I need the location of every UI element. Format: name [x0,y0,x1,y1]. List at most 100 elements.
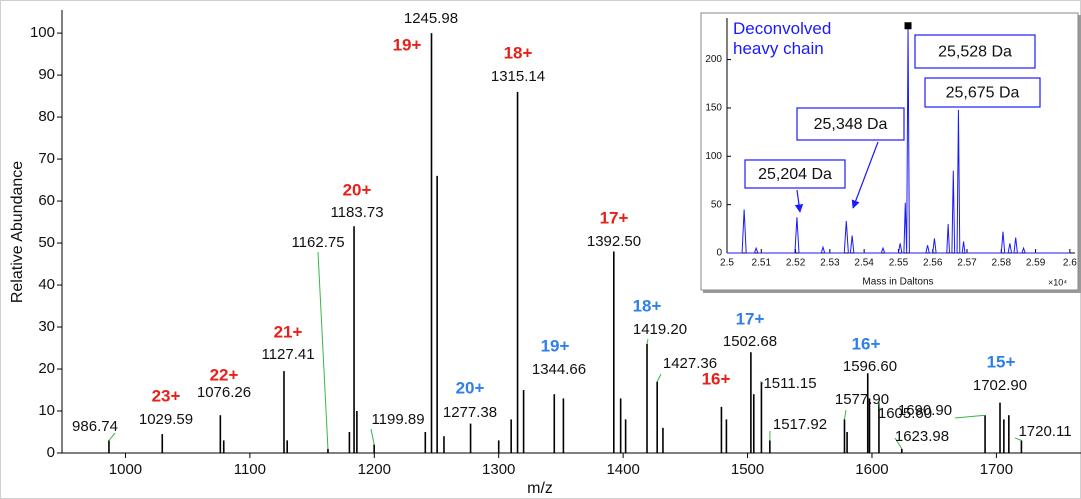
inset-y-tick-label: 100 [705,151,722,162]
peak-label: 1029.59 [139,411,193,428]
inset-x-tick-label: 2.55 [889,258,909,269]
y-tick-label: 100 [30,24,55,41]
peak-label: 1277.38 [443,404,497,421]
inset-x-tick-label: 2.6 [1063,258,1077,269]
inset-y-tick-label: 200 [705,54,722,65]
annotation-text: 25,348 Da [814,116,888,133]
leader-line [108,432,116,441]
inset-x-tick-label: 2.56 [923,258,943,269]
y-tick-label: 90 [38,66,55,83]
peak-label: 1344.66 [532,361,586,378]
peak-label: 1315.14 [491,68,545,85]
peak-label: 1577.90 [835,391,889,408]
peak-label: 1427.36 [663,355,717,372]
charge-label: 16+ [702,369,731,388]
annotation-arrow [794,189,804,213]
x-tick-label: 1600 [855,461,888,478]
apex-marker [904,22,912,30]
peak-label: 1419.20 [633,321,687,338]
trace [727,25,1070,254]
y-tick-label: 0 [47,444,55,461]
peak-label: 1199.89 [371,411,424,428]
inset-x-scale: ×10⁴ [1048,277,1067,287]
peak-label: 1127.41 [261,346,314,363]
peak-label: 1690.90 [898,402,952,419]
charge-label: 21+ [274,322,303,341]
inset-x-tick-label: 2.57 [957,258,977,269]
annotation-box [796,107,905,141]
leader-line [370,428,375,445]
x-tick-label: 1200 [358,461,391,478]
inset-y-tick-label: 0 [716,248,722,259]
annotation-text: 25,204 Da [758,166,832,183]
x-tick-label: 1000 [109,461,142,478]
inset-x-tick-label: 2.53 [820,258,840,269]
peak-label: 1245.98 [404,10,458,27]
peak-label: 1596.60 [843,358,897,375]
annotation-arrow [851,141,879,209]
inset-y-tick-label: 50 [711,199,723,210]
inset-title: Deconvolved heavy chain [733,19,832,58]
peak-label: 1076.26 [197,384,251,401]
charge-label: 17+ [600,208,629,227]
inset-x-tick-label: 2.54 [854,258,874,269]
x-tick-label: 1500 [731,461,764,478]
peak-label: 1720.11 [1018,423,1071,440]
leader-line [894,437,903,450]
charge-label: 18+ [504,43,533,62]
x-tick-label: 1700 [980,461,1013,478]
x-tick-label: 1100 [234,461,266,478]
inset-x-tick-label: 2.51 [752,258,772,269]
leader-line [646,338,649,344]
peak-label: 1502.68 [723,333,777,350]
inset-x-tick-label: 2.59 [1026,258,1046,269]
charge-label: 20+ [456,378,485,397]
annotation-text: 25,528 Da [938,44,1012,61]
charge-label: 22+ [210,365,239,384]
y-tick-label: 30 [38,318,55,335]
y-tick-label: 50 [38,234,55,251]
leader-line [656,373,662,382]
y-tick-label: 70 [38,150,55,167]
inset-y-tick-label: 150 [705,103,722,114]
peak-label: 1702.90 [973,377,1027,394]
y-tick-label: 40 [38,276,55,293]
annotation-box [924,77,1041,108]
leader-line [954,414,986,419]
charge-label: 19+ [541,336,570,355]
inset-x-tick-label: 2.58 [992,258,1012,269]
x-axis-title: m/z [527,480,553,497]
peak-label: 1605.60 [878,405,932,422]
y-tick-label: 60 [38,192,55,209]
peak-label: 1392.50 [587,233,641,250]
peak-label: 1623.98 [895,428,949,445]
charge-label: 19+ [393,35,422,54]
charge-label: 18+ [633,296,662,315]
inset-x-tick-label: 2.52 [786,258,806,269]
leader-line [317,251,329,449]
annotation-text: 25,675 Da [946,85,1020,102]
y-tick-label: 20 [38,360,55,377]
x-tick-label: 1300 [482,461,515,478]
y-tick-label: 80 [38,108,55,125]
inset-x-axis-title: Mass in Daltons [862,277,933,288]
leader-line [843,409,847,420]
charge-label: 20+ [343,180,372,199]
x-tick-label: 1400 [606,461,639,478]
annotation-box [744,159,846,189]
y-tick-label: 10 [38,402,55,419]
leader-line [878,402,881,411]
peak-label: 1162.75 [291,234,344,251]
charge-label: 15+ [987,352,1016,371]
peak-label: 1511.15 [763,375,816,392]
peak-label: 1517.92 [773,416,827,433]
leader-line [761,381,764,385]
peak-label: 1183.73 [330,204,383,221]
charge-label: 23+ [152,386,181,405]
charge-label: 16+ [852,334,881,353]
inset-x-tick-label: 2.5 [720,258,734,269]
leader-line [1014,437,1022,441]
charge-label: 17+ [736,309,765,328]
